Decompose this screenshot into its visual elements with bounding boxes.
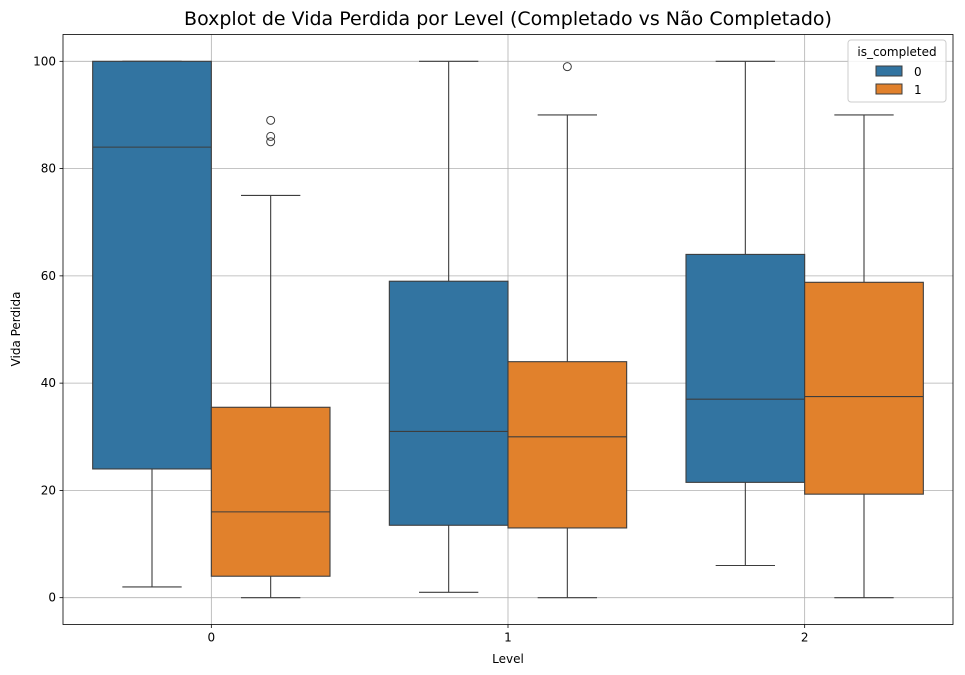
y-axis-label: Vida Perdida [9, 292, 23, 367]
box [685, 253, 806, 483]
x-axis: 0 1 2 [208, 624, 809, 645]
y-tick-label: 20 [41, 483, 56, 497]
box-group [210, 115, 331, 599]
legend-title: is_completed [857, 45, 936, 59]
y-tick-label: 100 [33, 54, 56, 68]
box-group [92, 60, 212, 588]
plot-boxes [92, 60, 924, 599]
box [210, 406, 331, 577]
y-tick-label: 80 [41, 162, 56, 176]
box-group [685, 60, 806, 567]
y-tick-label: 40 [41, 376, 56, 390]
box [507, 361, 628, 529]
y-axis: 0 20 40 60 80 100 [33, 54, 63, 605]
x-tick-label: 1 [504, 631, 512, 645]
x-tick-label: 0 [208, 631, 216, 645]
legend-label: 0 [914, 65, 922, 79]
box [388, 280, 509, 526]
y-tick-label: 0 [48, 591, 56, 605]
outlier-point [562, 62, 572, 72]
chart-title: Boxplot de Vida Perdida por Level (Compl… [184, 8, 832, 30]
outlier-point [266, 115, 276, 125]
legend-swatch [875, 83, 903, 95]
legend-label: 1 [914, 83, 922, 97]
box [804, 281, 924, 495]
outlier-point [266, 131, 276, 141]
box [92, 60, 212, 470]
box-group [804, 114, 924, 599]
y-tick-label: 60 [41, 269, 56, 283]
legend: is_completed 0 1 [847, 39, 947, 103]
x-tick-label: 2 [801, 631, 809, 645]
box-group [388, 60, 509, 593]
outlier-point [266, 137, 276, 147]
box-group [507, 62, 628, 599]
x-axis-label: Level [492, 652, 524, 666]
legend-swatch [875, 65, 903, 77]
